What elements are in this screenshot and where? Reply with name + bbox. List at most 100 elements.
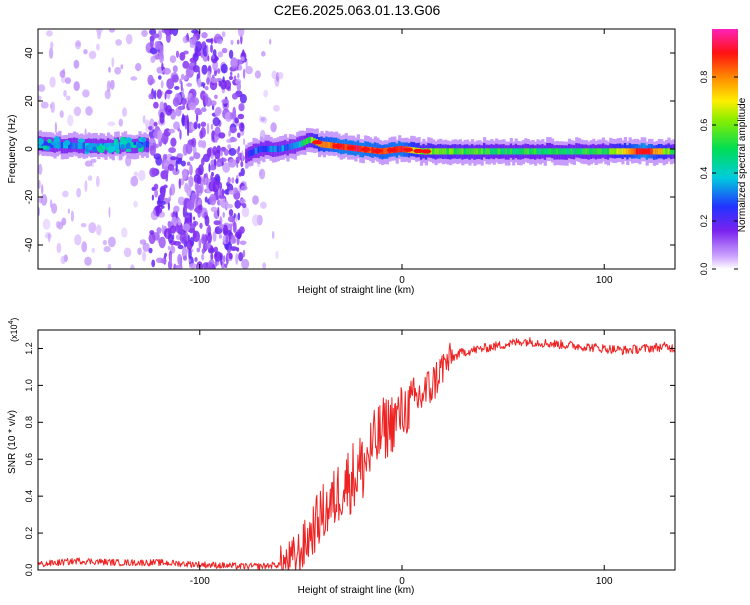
heatmap-cell — [263, 89, 269, 98]
heatmap-cell — [236, 39, 240, 45]
heatmap-cell — [228, 158, 237, 168]
heatmap-cell — [534, 148, 538, 155]
heatmap-cell — [260, 116, 266, 122]
heatmap-cell — [142, 242, 150, 252]
heatmap-cell — [92, 146, 97, 153]
heatmap-cell — [158, 75, 162, 80]
heatmap-cell — [189, 57, 198, 63]
y-tick-label: 0.0 — [24, 564, 34, 577]
heatmap-cell — [614, 148, 618, 155]
heatmap-cell — [271, 230, 275, 239]
y-tick-label: 20 — [24, 95, 35, 107]
heatmap-cell — [118, 118, 124, 127]
heatmap-cell — [130, 176, 139, 187]
heatmap-cell — [167, 245, 171, 251]
heatmap-cell — [197, 123, 201, 129]
heatmap-cell — [218, 223, 224, 229]
heatmap-cell — [148, 247, 153, 254]
heatmap-cell — [80, 223, 87, 228]
heatmap-cell — [259, 145, 263, 153]
heatmap-cell — [195, 112, 199, 123]
heatmap-cell — [102, 239, 108, 246]
bottom-x-axis-label: Height of straight line (km) — [298, 585, 415, 596]
heatmap-cell — [192, 65, 200, 73]
heatmap-cell — [50, 101, 55, 114]
heatmap-cell — [213, 246, 219, 253]
heatmap-cell — [41, 141, 45, 148]
heatmap-cell — [74, 39, 82, 50]
heatmap-layer — [38, 29, 675, 269]
x-tick-label: 0 — [399, 275, 405, 286]
heatmap-cell — [108, 146, 116, 153]
heatmap-cell — [210, 206, 218, 212]
heatmap-cell — [259, 168, 266, 180]
heatmap-cell — [672, 148, 675, 155]
heatmap-cell — [179, 78, 182, 85]
heatmap-cell — [204, 215, 210, 227]
top-x-ticks: -100 0 100 — [190, 29, 613, 286]
scale-factor-base: (x10 — [9, 324, 19, 342]
heatmap-cell — [46, 141, 50, 148]
heatmap-cell — [50, 41, 54, 49]
heatmap-cell — [303, 139, 307, 146]
heatmap-cell — [449, 148, 453, 155]
heatmap-cell — [90, 158, 97, 163]
heatmap-cell — [312, 140, 323, 145]
svg-text:(x104): (x104) — [8, 318, 19, 342]
heatmap-cell — [270, 122, 277, 133]
heatmap-cell — [276, 145, 280, 153]
heatmap-cell — [173, 205, 180, 213]
heatmap-cell — [218, 194, 226, 199]
heatmap-cell — [77, 138, 85, 143]
heatmap-cell — [172, 65, 178, 73]
heatmap-cell — [159, 44, 164, 57]
heatmap-cell — [587, 148, 591, 155]
heatmap-cell — [73, 59, 80, 69]
heatmap-cell — [172, 168, 180, 176]
heatmap-cell — [555, 148, 559, 155]
heatmap-cell — [182, 60, 190, 69]
heatmap-cell — [76, 187, 81, 198]
heatmap-cell — [553, 148, 557, 155]
heatmap-cell — [87, 175, 93, 181]
heatmap-cell — [478, 148, 482, 155]
heatmap-cell — [327, 142, 331, 149]
heatmap-cell — [177, 196, 185, 206]
heatmap-cell — [413, 148, 424, 154]
heatmap-cell — [570, 148, 574, 155]
heatmap-cell — [38, 145, 43, 150]
heatmap-cell — [601, 148, 606, 155]
heatmap-cell — [466, 148, 470, 155]
heatmap-cell — [519, 148, 523, 155]
colorbar-tick-label: 0.4 — [699, 167, 709, 180]
x-tick-label: 100 — [596, 576, 613, 587]
heatmap-cell — [497, 148, 501, 155]
heatmap-cell — [161, 62, 164, 71]
heatmap-cell — [148, 232, 156, 244]
heatmap-cell — [197, 139, 204, 148]
heatmap-cell — [236, 247, 240, 252]
heatmap-cell — [330, 142, 334, 149]
heatmap-cell — [239, 226, 245, 234]
heatmap-cell — [217, 206, 220, 217]
heatmap-cell — [163, 184, 168, 189]
heatmap-cell — [173, 241, 182, 246]
heatmap-cell — [293, 142, 297, 149]
heatmap-cell — [604, 148, 608, 155]
heatmap-cell — [383, 147, 387, 155]
heatmap-cell — [224, 263, 228, 269]
heatmap-cell — [284, 144, 288, 151]
heatmap-cell — [169, 253, 172, 265]
bottom-y-axis-label: SNR (10 * v/v) — [7, 410, 18, 474]
heatmap-cell — [175, 221, 183, 234]
heatmap-cell — [200, 127, 206, 138]
heatmap-cell — [201, 32, 208, 39]
heatmap-cell — [463, 148, 467, 155]
heatmap-cell — [239, 240, 247, 246]
heatmap-cell — [91, 247, 96, 254]
heatmap-cell — [185, 142, 193, 155]
heatmap-cell — [214, 33, 222, 42]
heatmap-cell — [38, 95, 42, 101]
heatmap-cell — [151, 33, 160, 39]
heatmap-cell — [560, 148, 564, 155]
